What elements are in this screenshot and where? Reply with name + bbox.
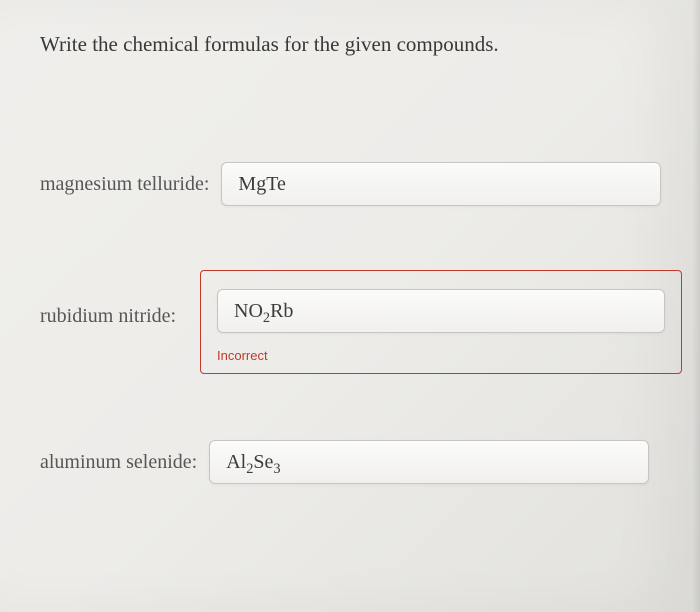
status-incorrect: Incorrect [217,348,268,363]
formula-input[interactable]: Al2Se3 [209,440,649,484]
compound-row: magnesium telluride: MgTe [40,162,661,206]
formula-value: NO2Rb [234,300,293,323]
question-prompt: Write the chemical formulas for the give… [40,32,499,57]
formula-value: Al2Se3 [226,451,280,474]
compound-label: aluminum selenide: [40,451,197,474]
formula-input[interactable]: NO2Rb [217,289,665,333]
compound-label: rubidium nitride: [40,305,176,328]
formula-value: MgTe [238,173,285,196]
question-card: Write the chemical formulas for the give… [0,0,700,612]
compound-label: magnesium telluride: [40,173,209,196]
page-edge-shadow [692,0,700,612]
formula-input[interactable]: MgTe [221,162,661,206]
incorrect-frame: NO2Rb Incorrect [200,270,682,374]
compound-row: aluminum selenide: Al2Se3 [40,440,649,484]
